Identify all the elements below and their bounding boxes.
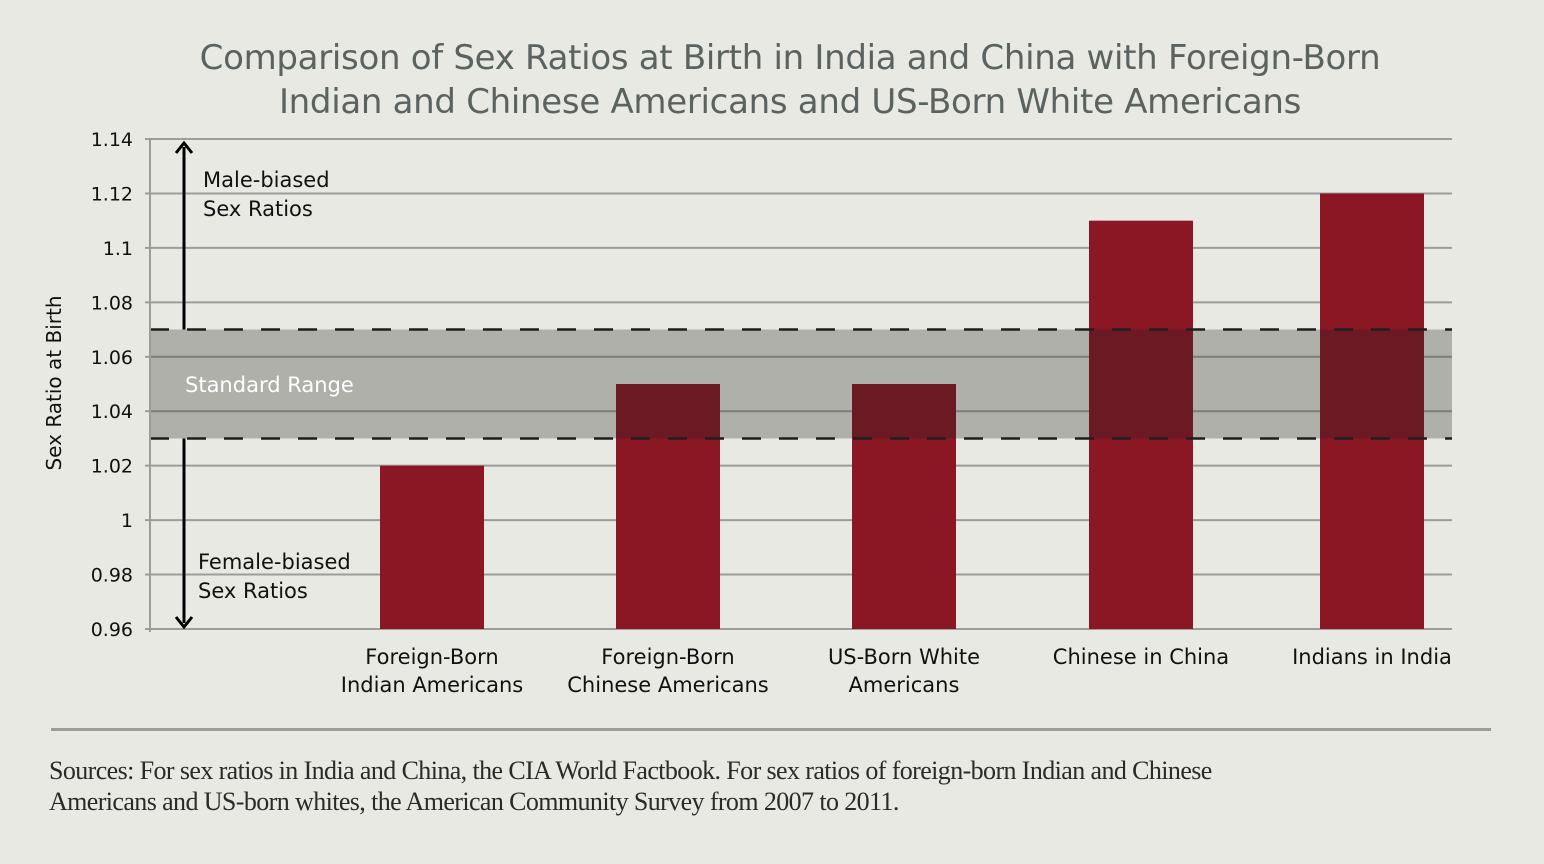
y-tick-label: 1.14: [91, 129, 133, 151]
female-biased-label: Female-biased: [198, 550, 351, 574]
x-axis-categories: Foreign-Born Indian Americans Foreign-Born…: [341, 645, 1452, 697]
category-label: Foreign-Born: [365, 645, 498, 669]
annotations: Male-biased Sex Ratios Female-biased Sex Ra…: [174, 140, 351, 630]
y-tick-label: 1.12: [91, 183, 133, 205]
sources-line: Sources: For sex ratios in India and Chi…: [49, 756, 1212, 785]
y-tick-label: 0.96: [91, 619, 133, 641]
bar-band-overlap: [616, 384, 720, 439]
y-tick-label: 0.98: [91, 565, 133, 587]
footer-divider: [51, 728, 1491, 731]
category-label: Indians in India: [1292, 645, 1452, 669]
bars: [380, 193, 1424, 629]
y-axis: 0.96 0.98 1 1.02 1.04 1.06 1.08 1.1 1.12 1.14: [91, 129, 151, 641]
bar: [380, 465, 484, 629]
standard-range-boundaries: [150, 328, 1452, 440]
bar-band-overlap: [1089, 329, 1193, 439]
male-biased-label: Male-biased: [203, 168, 330, 192]
y-tick-label: 1.04: [91, 401, 133, 423]
up-arrow-icon: [174, 140, 194, 154]
sources-line: Americans and US-born whites, the Americ…: [49, 787, 899, 816]
y-tick-label: 1.02: [91, 456, 133, 478]
standard-range-band: Standard Range: [150, 329, 1452, 439]
category-label: Chinese in China: [1053, 645, 1229, 669]
category-label: Foreign-Born: [601, 645, 734, 669]
sources-note: Sources: For sex ratios in India and Chi…: [49, 755, 1509, 817]
bar-band-overlap: [852, 384, 956, 439]
category-label: Americans: [849, 673, 960, 697]
category-label: Chinese Americans: [567, 673, 768, 697]
category-label: Indian Americans: [341, 673, 523, 697]
bar-chart: Standard Range 0.96 0.98 1 1.02 1.04 1.06 1.08…: [42, 129, 1452, 697]
y-tick-label: 1.1: [103, 238, 133, 260]
y-tick-label: 1: [121, 510, 133, 532]
chart-title: Comparison of Sex Ratios at Birth in Ind…: [0, 36, 1544, 124]
female-biased-label: Sex Ratios: [198, 579, 308, 603]
bar-band-overlap: [1320, 329, 1424, 439]
y-axis-label: Sex Ratio at Birth: [42, 295, 66, 470]
category-label: US-Born White: [828, 645, 980, 669]
male-biased-label: Sex Ratios: [203, 197, 313, 221]
y-tick-label: 1.08: [91, 292, 133, 314]
chart-title-line: Comparison of Sex Ratios at Birth in Ind…: [199, 38, 1381, 78]
chart-title-line: Indian and Chinese Americans and US-Born…: [278, 82, 1302, 122]
down-arrow-icon: [174, 616, 194, 630]
y-tick-label: 1.06: [91, 347, 133, 369]
standard-range-label: Standard Range: [185, 373, 354, 397]
standard-range-rect: [151, 329, 1452, 439]
